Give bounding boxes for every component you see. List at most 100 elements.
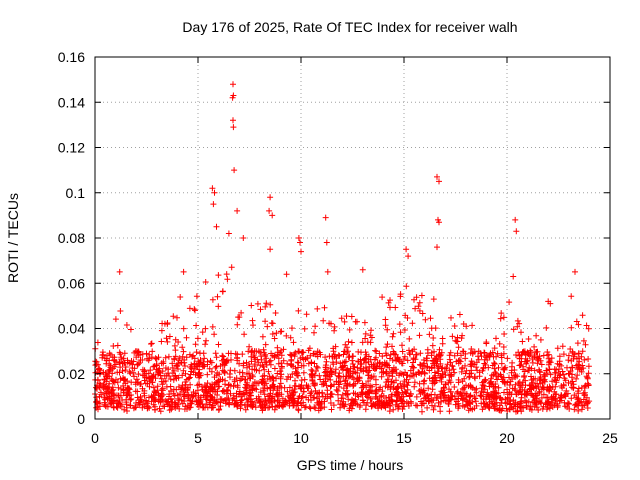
data-point (131, 373, 137, 380)
data-point (328, 368, 335, 374)
data-point (418, 292, 425, 299)
data-point (516, 320, 523, 327)
data-point (514, 317, 521, 324)
data-point (578, 353, 585, 360)
data-point (186, 305, 193, 312)
data-point (258, 404, 265, 411)
data-point (346, 381, 353, 388)
data-point (248, 358, 255, 365)
data-point (159, 387, 166, 394)
data-point (438, 374, 445, 381)
data-point (236, 369, 243, 376)
data-point (157, 396, 164, 403)
data-point (196, 381, 202, 388)
data-point (390, 330, 397, 337)
data-point (251, 354, 258, 361)
data-point (432, 374, 439, 381)
data-point (174, 314, 180, 321)
data-point (534, 360, 541, 367)
data-point (108, 376, 115, 382)
data-point (170, 376, 177, 383)
data-point (326, 373, 333, 380)
data-point (295, 395, 302, 402)
data-point (162, 365, 169, 371)
data-point (261, 349, 268, 356)
data-point (131, 349, 138, 356)
data-point (336, 370, 343, 377)
data-point (336, 352, 343, 359)
data-point (469, 349, 476, 356)
data-point (548, 396, 555, 403)
data-point (448, 314, 454, 321)
data-point (389, 367, 395, 373)
data-point (585, 325, 592, 332)
data-point (536, 388, 543, 395)
data-point (255, 380, 262, 387)
data-point (525, 336, 532, 342)
data-point (179, 400, 186, 407)
data-point (468, 384, 475, 391)
data-point (247, 375, 254, 382)
data-point (343, 391, 350, 398)
data-point (249, 366, 256, 373)
data-point (249, 317, 256, 324)
data-point (449, 362, 455, 369)
data-point (500, 314, 507, 321)
x-tick-label: 10 (293, 430, 309, 446)
data-point (574, 388, 581, 395)
data-point (375, 398, 382, 405)
data-point (207, 384, 214, 391)
data-point (291, 353, 298, 360)
data-point (171, 392, 178, 399)
data-point (218, 396, 225, 403)
data-point (459, 395, 466, 402)
data-point (135, 361, 141, 368)
data-point (450, 366, 457, 373)
data-point (243, 381, 249, 388)
data-point (203, 396, 210, 403)
data-point (116, 349, 123, 356)
data-point (234, 402, 241, 409)
data-point (237, 377, 243, 384)
data-point (438, 388, 445, 395)
data-point (382, 383, 389, 390)
data-point (268, 350, 275, 357)
data-point (537, 336, 544, 343)
data-point (543, 406, 550, 413)
data-point (210, 201, 217, 208)
data-point (272, 310, 279, 316)
y-axis-label: ROTI / TECUs (5, 193, 21, 283)
data-point (371, 365, 378, 372)
data-point (221, 362, 228, 369)
data-point (532, 392, 539, 399)
data-point (180, 268, 187, 275)
data-point (230, 81, 236, 88)
data-point (428, 391, 435, 398)
data-point (442, 372, 449, 378)
data-point (127, 402, 134, 409)
data-point (390, 348, 397, 355)
data-point (482, 354, 489, 361)
data-point (327, 383, 334, 390)
data-point (517, 400, 523, 407)
data-point (156, 405, 163, 412)
data-point (483, 391, 490, 398)
data-point (127, 370, 134, 377)
data-point (127, 326, 134, 333)
data-point (401, 378, 408, 385)
data-point (535, 398, 542, 405)
data-point (179, 353, 186, 360)
data-point (274, 370, 281, 377)
data-point (433, 353, 440, 360)
data-point (295, 372, 302, 379)
data-point (466, 373, 473, 380)
data-point (133, 400, 139, 406)
data-point (323, 382, 330, 389)
data-point (193, 293, 200, 300)
data-point (323, 358, 330, 365)
data-point (468, 346, 475, 352)
data-point (487, 350, 494, 357)
data-point (115, 384, 122, 391)
data-point (96, 370, 103, 377)
data-point (203, 337, 209, 344)
